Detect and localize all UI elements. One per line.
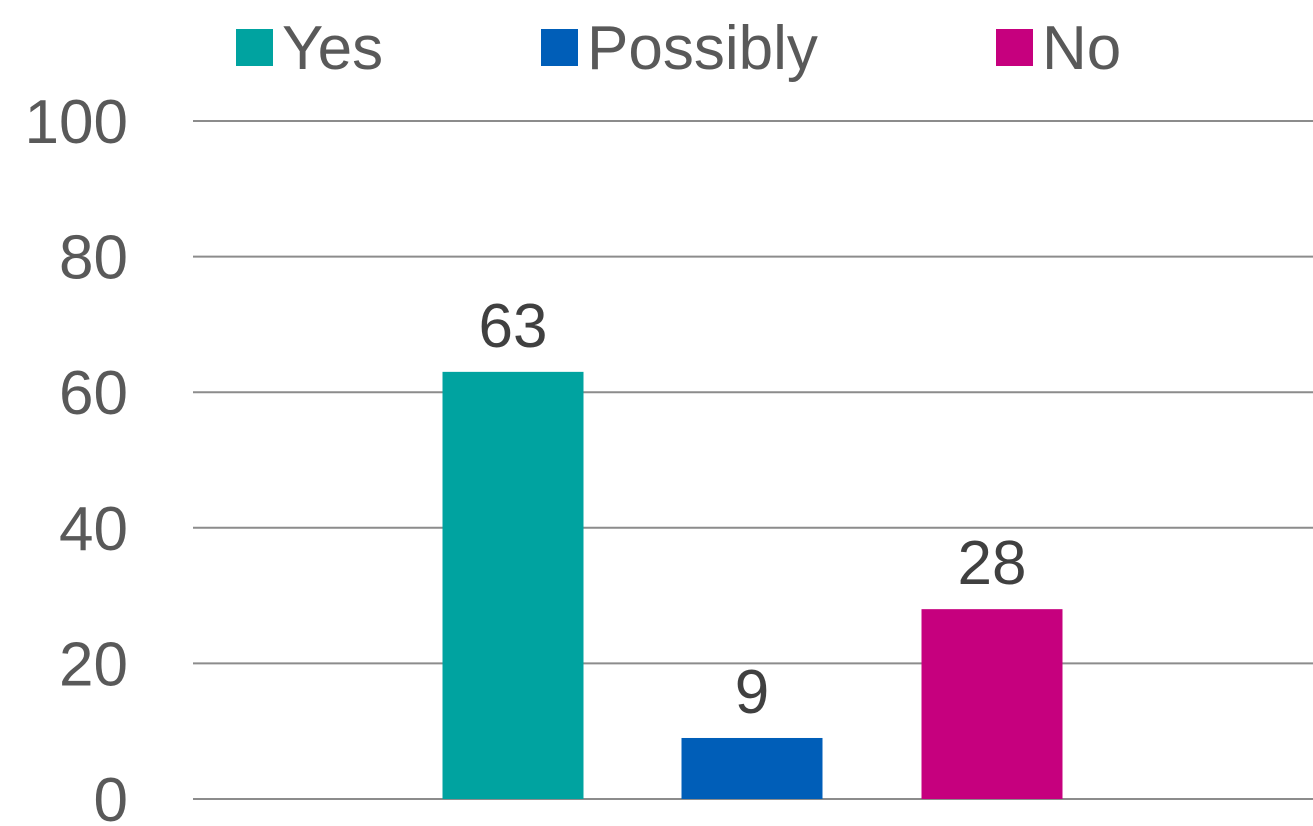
legend-label-possibly: Possibly <box>587 14 818 83</box>
legend: Yes Possibly No <box>236 14 1121 83</box>
y-tick-label-60: 60 <box>59 359 128 428</box>
bar-yes <box>442 371 584 799</box>
y-tick-label-100: 100 <box>25 88 128 157</box>
bar-no <box>921 609 1063 799</box>
y-tick-label-80: 80 <box>59 224 128 293</box>
y-tick-label-0: 0 <box>94 766 128 826</box>
bars <box>442 371 1063 799</box>
legend-swatch-possibly <box>541 29 578 66</box>
gridlines <box>193 120 1313 800</box>
y-axis-tick-labels: 0 20 40 60 80 100 <box>25 88 128 826</box>
legend-swatch-yes <box>236 29 273 66</box>
data-label-possibly: 9 <box>735 658 769 727</box>
y-tick-label-40: 40 <box>59 495 128 564</box>
data-labels: 63 9 28 <box>479 292 1027 727</box>
legend-swatch-no <box>996 29 1033 66</box>
legend-item-no: No <box>996 14 1121 83</box>
legend-item-yes: Yes <box>236 14 383 83</box>
data-label-no: 28 <box>958 529 1027 598</box>
legend-label-no: No <box>1042 14 1121 83</box>
y-tick-label-20: 20 <box>59 630 128 699</box>
data-label-yes: 63 <box>479 292 548 361</box>
legend-label-yes: Yes <box>282 14 383 83</box>
legend-item-possibly: Possibly <box>541 14 818 83</box>
bar-possibly <box>681 737 823 799</box>
